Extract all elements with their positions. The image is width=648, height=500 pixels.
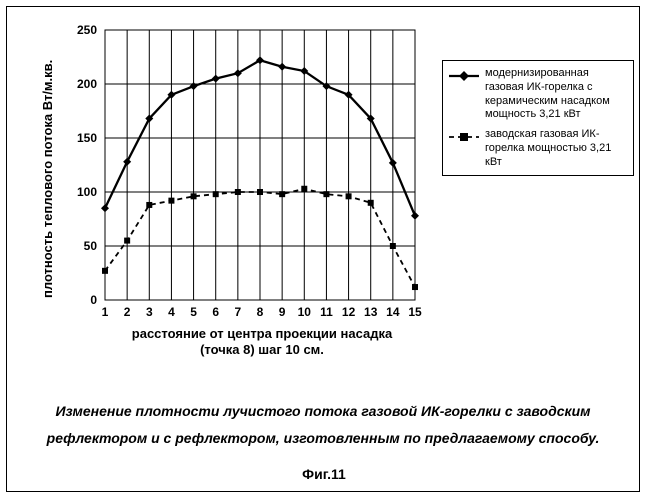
svg-text:1: 1: [102, 305, 109, 319]
svg-text:4: 4: [168, 305, 175, 319]
svg-text:50: 50: [84, 239, 98, 253]
svg-text:10: 10: [298, 305, 312, 319]
legend-swatch-series1: [449, 69, 479, 83]
svg-text:6: 6: [212, 305, 219, 319]
figure-number: Фиг.11: [0, 466, 648, 482]
legend-label: заводская газовая ИК-горелка мощностью 3…: [485, 128, 627, 169]
svg-text:7: 7: [235, 305, 242, 319]
svg-text:15: 15: [408, 305, 422, 319]
legend-swatch-series2: [449, 130, 479, 144]
svg-text:150: 150: [77, 131, 97, 145]
figure-caption: Изменение плотности лучистого потока газ…: [10, 398, 636, 451]
svg-text:200: 200: [77, 77, 97, 91]
x-axis-label: расстояние от центра проекции насадка (т…: [102, 326, 422, 357]
chart-area: 050100150200250123456789101112131415 пло…: [10, 10, 430, 390]
legend-item: модернизированная газовая ИК-горелка с к…: [449, 67, 627, 122]
svg-text:2: 2: [124, 305, 131, 319]
svg-text:5: 5: [190, 305, 197, 319]
svg-text:3: 3: [146, 305, 153, 319]
svg-text:8: 8: [257, 305, 264, 319]
x-axis-label-line2: (точка 8) шаг 10 см.: [200, 342, 324, 357]
y-axis-label: плотность теплового потока Вт/м.кв.: [40, 60, 55, 298]
svg-text:9: 9: [279, 305, 286, 319]
svg-text:12: 12: [342, 305, 356, 319]
legend-item: заводская газовая ИК-горелка мощностью 3…: [449, 128, 627, 169]
svg-text:13: 13: [364, 305, 378, 319]
svg-text:0: 0: [90, 293, 97, 307]
legend-label: модернизированная газовая ИК-горелка с к…: [485, 67, 627, 122]
x-axis-label-line1: расстояние от центра проекции насадка: [132, 326, 392, 341]
svg-text:100: 100: [77, 185, 97, 199]
svg-text:250: 250: [77, 23, 97, 37]
legend: модернизированная газовая ИК-горелка с к…: [442, 60, 634, 176]
svg-text:14: 14: [386, 305, 400, 319]
svg-text:11: 11: [320, 305, 333, 319]
